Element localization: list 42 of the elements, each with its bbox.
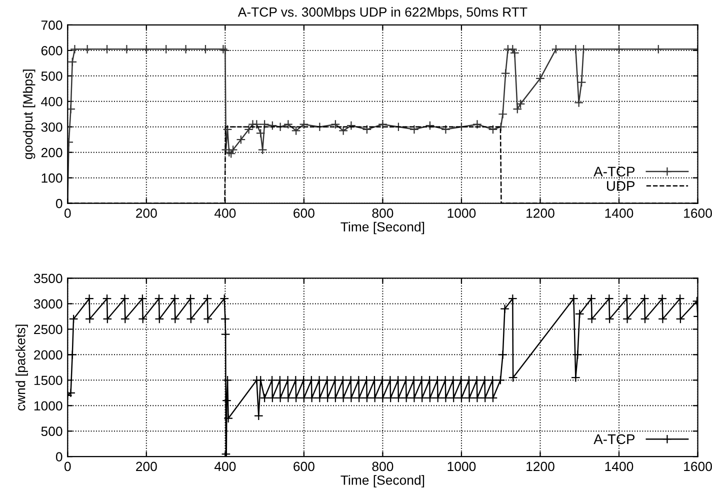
y-tick-label: 3500 [34,274,62,284]
x-tick-label: 0 [64,208,71,218]
y-tick-label: 2000 [34,350,62,360]
y-tick-label: 2500 [34,324,62,334]
x-tick-label: 800 [372,462,394,472]
x-tick-label: 1400 [605,208,634,218]
legend-label: UDP [607,181,635,191]
y-tick-label: 0 [56,452,62,462]
y-tick-label: 400 [41,96,62,106]
x-tick-label: 1000 [448,462,476,472]
x-tick-label: 600 [294,208,314,218]
x-tick-label: 400 [214,462,236,472]
legend-label: A-TCP [594,434,635,444]
y-tick-label: 300 [41,122,62,132]
x-tick-label: 200 [136,462,157,472]
y-tick-label: 200 [41,148,62,158]
x-tick-label: 1200 [526,208,554,218]
x-tick-label: 400 [214,208,236,218]
y-tick-label: 100 [42,173,62,183]
y-tick-label: 1500 [34,376,62,386]
x-tick-label: 1600 [684,462,712,472]
y-tick-label: 1000 [34,401,62,411]
x-tick-label: 600 [294,462,314,472]
x-tick-label: 800 [372,208,394,218]
x-tick-label: 1400 [605,462,634,472]
x-axis-title: Time [Second] [340,222,424,234]
x-tick-label: 0 [64,462,71,472]
x-axis-title: Time [Second] [340,475,424,488]
x-tick-label: 1600 [684,208,712,218]
y-tick-label: 500 [41,426,62,436]
x-tick-label: 1000 [448,208,476,218]
y-tick-label: 500 [41,71,62,81]
y-tick-label: 0 [56,198,62,208]
y-axis-title: goodput [Mbps] [22,70,36,160]
y-axis-title: cwnd [packets] [16,324,28,410]
y-tick-label: 700 [41,20,62,30]
x-tick-label: 1200 [526,462,554,472]
legend-label: A-TCP [594,166,635,177]
x-tick-label: 200 [136,208,157,218]
y-tick-label: 3000 [34,299,62,309]
y-tick-label: 600 [41,46,62,56]
chart-title: A-TCP vs. 300Mbps UDP in 622Mbps, 50ms RTT [238,7,528,20]
